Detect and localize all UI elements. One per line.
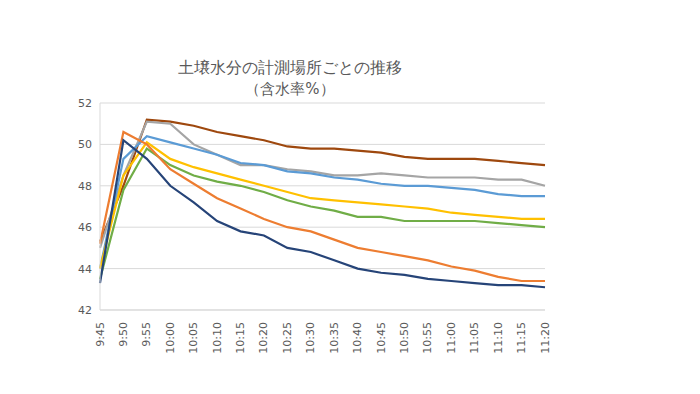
html-text:土壌水分の計測場所ごとの推移: 土壌水分の計測場所ごとの推移: [178, 58, 402, 77]
svg-text:11:15: 11:15: [515, 322, 528, 354]
svg-text:46: 46: [78, 221, 92, 234]
svg-text:11:00: 11:00: [445, 322, 458, 354]
svg-text:10:25: 10:25: [281, 322, 294, 354]
svg-text:10:30: 10:30: [304, 322, 317, 354]
svg-text:48: 48: [78, 180, 92, 193]
svg-text:11:10: 11:10: [492, 322, 505, 354]
svg-text:52: 52: [78, 97, 92, 110]
svg-text:10:35: 10:35: [328, 322, 341, 354]
svg-text:11:05: 11:05: [468, 322, 481, 354]
svg-text:10:05: 10:05: [187, 322, 200, 354]
svg-text:10:45: 10:45: [375, 322, 388, 354]
html-text:（含水率%）: （含水率%）: [245, 80, 335, 98]
svg-text:44: 44: [78, 263, 92, 276]
svg-text:50: 50: [78, 138, 92, 151]
svg-text:11:20: 11:20: [539, 322, 552, 354]
svg-text:9:45: 9:45: [94, 322, 107, 347]
svg-text:10:40: 10:40: [351, 322, 364, 354]
svg-text:9:55: 9:55: [140, 322, 153, 347]
svg-text:10:15: 10:15: [234, 322, 247, 354]
svg-text:10:20: 10:20: [257, 322, 270, 354]
svg-text:10:00: 10:00: [164, 322, 177, 354]
svg-text:10:55: 10:55: [421, 322, 434, 354]
svg-text:10:10: 10:10: [211, 322, 224, 354]
svg-text:10:50: 10:50: [398, 322, 411, 354]
svg-text:42: 42: [78, 304, 92, 317]
svg-text:9:50: 9:50: [117, 322, 130, 347]
